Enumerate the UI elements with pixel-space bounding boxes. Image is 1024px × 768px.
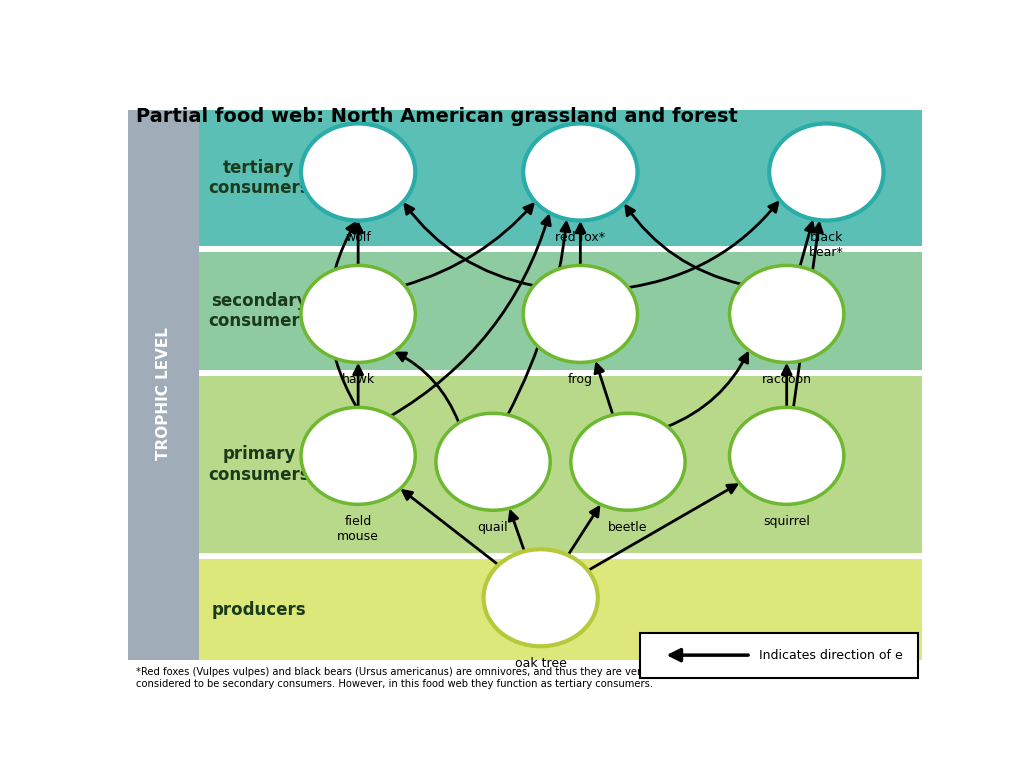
Text: beetle: beetle <box>608 521 648 534</box>
Ellipse shape <box>570 413 685 510</box>
Ellipse shape <box>301 407 416 505</box>
Bar <box>200 110 922 246</box>
Ellipse shape <box>483 549 598 646</box>
Text: oak tree: oak tree <box>515 657 566 670</box>
Ellipse shape <box>436 413 550 510</box>
Text: squirrel: squirrel <box>763 515 810 528</box>
Ellipse shape <box>729 407 844 505</box>
Ellipse shape <box>301 266 416 362</box>
Text: raccoon: raccoon <box>762 373 812 386</box>
Bar <box>128 110 200 660</box>
Text: wolf: wolf <box>345 231 371 244</box>
Text: field
mouse: field mouse <box>337 515 379 543</box>
Bar <box>200 252 922 370</box>
Text: secondary
consumers: secondary consumers <box>208 292 309 330</box>
Text: *Red foxes (Vulpes vulpes) and black bears (Ursus americanus) are omnivores, and: *Red foxes (Vulpes vulpes) and black bea… <box>136 667 676 689</box>
Text: frog: frog <box>568 373 593 386</box>
Text: black
bear*: black bear* <box>809 231 844 259</box>
Text: TROPHIC LEVEL: TROPHIC LEVEL <box>157 327 171 460</box>
Text: hawk: hawk <box>342 373 375 386</box>
Text: primary
consumers: primary consumers <box>208 445 309 484</box>
Ellipse shape <box>769 124 884 220</box>
Ellipse shape <box>523 266 638 362</box>
Bar <box>640 634 918 677</box>
Text: producers: producers <box>212 601 306 618</box>
Text: quail: quail <box>478 521 508 534</box>
Ellipse shape <box>523 124 638 220</box>
Text: Indicates direction of e: Indicates direction of e <box>759 649 903 662</box>
Bar <box>200 376 922 554</box>
Text: red fox*: red fox* <box>555 231 605 244</box>
Ellipse shape <box>729 266 844 362</box>
Bar <box>200 559 922 660</box>
Ellipse shape <box>301 124 416 220</box>
Text: tertiary
consumers: tertiary consumers <box>208 158 309 197</box>
Text: Partial food web: North American grassland and forest: Partial food web: North American grassla… <box>136 107 738 126</box>
